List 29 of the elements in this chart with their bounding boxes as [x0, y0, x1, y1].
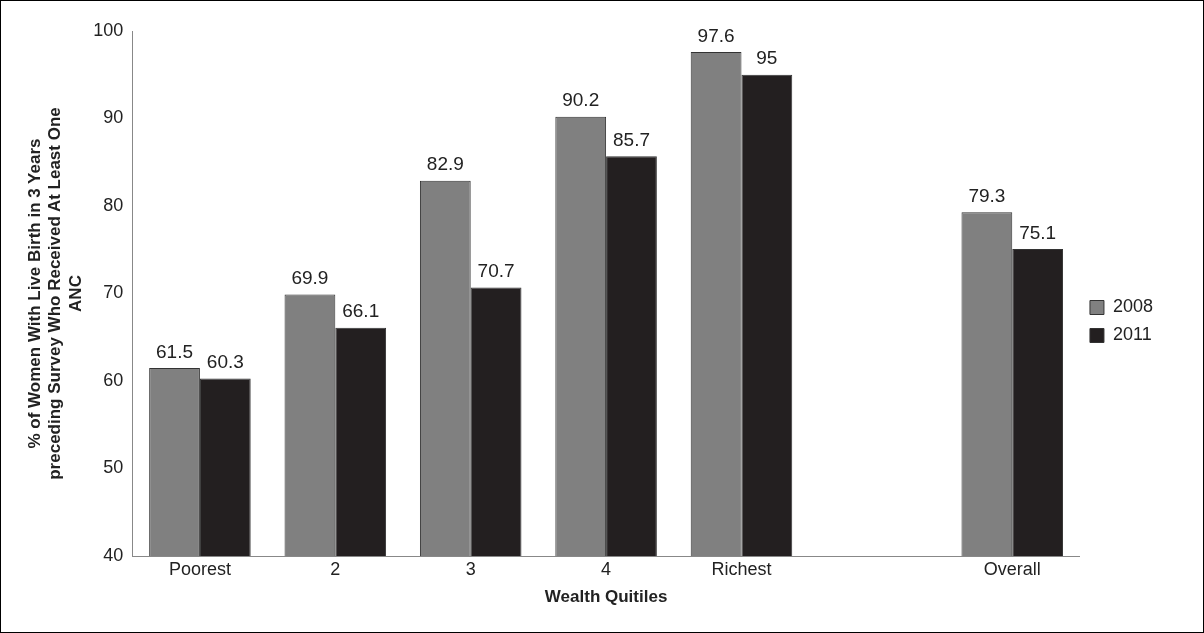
data-label: 70.7 — [477, 260, 515, 282]
data-label: 95 — [756, 47, 778, 69]
data-label: 66.1 — [342, 300, 380, 322]
legend-label: 2011 — [1112, 324, 1152, 345]
x-tick-label: Richest — [711, 558, 772, 579]
data-label: 79.3 — [968, 184, 1006, 206]
y-tick-label: 70 — [103, 282, 124, 303]
y-tick-label: 100 — [93, 19, 124, 40]
x-tick-label: 3 — [465, 558, 476, 579]
data-label: 69.9 — [291, 267, 329, 289]
data-label: 75.1 — [1019, 221, 1057, 243]
y-tick-label: 80 — [103, 194, 124, 215]
y-tick-label: 90 — [103, 107, 124, 128]
y-tick-label: 50 — [103, 457, 124, 478]
x-tick-label: Poorest — [168, 558, 231, 579]
x-axis-title: Wealth Quitiles — [544, 587, 668, 607]
x-tick-label: 4 — [601, 558, 612, 579]
legend-label: 2008 — [1112, 296, 1153, 317]
data-label: 61.5 — [156, 340, 194, 362]
data-label: 82.9 — [426, 153, 464, 175]
x-tick-label: 2 — [330, 558, 341, 579]
data-label: 85.7 — [612, 128, 650, 150]
y-tick-label: 40 — [103, 544, 124, 565]
data-label: 60.3 — [206, 351, 244, 373]
y-axis-title: % of Women With Live Birth in 3 Years preceding Survey Who Received At Least One ANC — [24, 107, 85, 480]
x-tick-label: Overall — [983, 558, 1041, 579]
data-label: 97.6 — [697, 24, 735, 46]
data-label: 90.2 — [562, 89, 600, 111]
y-tick-label: 60 — [103, 369, 124, 390]
